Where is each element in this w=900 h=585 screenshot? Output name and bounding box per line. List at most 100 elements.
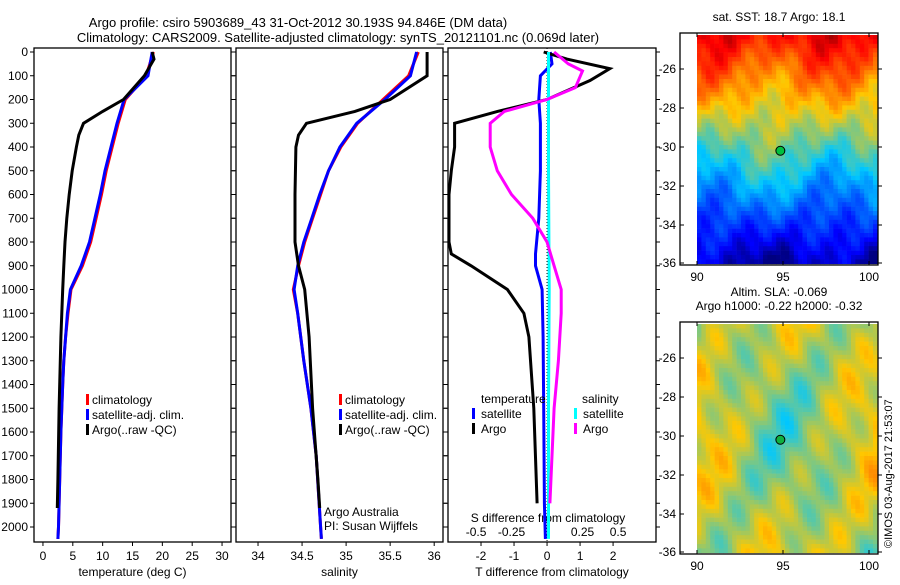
map-cell <box>780 105 786 111</box>
map-cell <box>736 92 742 97</box>
map-cell <box>815 131 821 137</box>
map-cell <box>807 70 812 75</box>
map-cell <box>763 109 768 115</box>
map-cell <box>833 482 839 488</box>
map-cell <box>705 495 711 501</box>
map-cell <box>741 79 746 84</box>
map-cell <box>780 52 786 58</box>
map-cell <box>811 105 817 111</box>
map-cell <box>749 500 755 505</box>
map-cell <box>710 211 715 216</box>
map-cell <box>771 96 777 102</box>
map-cell <box>741 118 746 124</box>
map-cell <box>741 255 746 260</box>
map-cell <box>754 548 759 554</box>
map-cell <box>727 149 733 155</box>
map-cell <box>754 434 759 439</box>
map-cell <box>859 255 865 260</box>
map-cell <box>829 79 834 84</box>
map-cell <box>851 346 856 351</box>
map-cell <box>749 241 755 247</box>
map-cell <box>727 394 733 400</box>
map-cell <box>820 478 825 483</box>
map-cell <box>736 35 742 40</box>
map-cell <box>754 184 759 190</box>
map-cell <box>705 346 711 351</box>
map-cell <box>732 79 737 84</box>
map-cell <box>754 469 759 474</box>
map-cell <box>846 420 852 426</box>
map-cell <box>705 101 711 106</box>
map-cell <box>833 202 839 207</box>
map-cell <box>727 202 733 207</box>
map-cell <box>736 153 742 159</box>
map-cell <box>776 158 781 163</box>
map-cell <box>807 332 812 338</box>
map-cell <box>719 215 724 221</box>
map-cell <box>758 346 764 351</box>
map-cell <box>851 434 856 439</box>
map-cell <box>754 101 759 106</box>
map-cell <box>793 83 799 89</box>
map-cell <box>829 337 834 342</box>
x-tick-label: 95 <box>776 270 790 284</box>
map-cell <box>793 526 799 532</box>
map-cell <box>697 92 702 97</box>
x-tick-label: 0 <box>40 549 47 563</box>
map-cell <box>732 197 737 203</box>
map-cell <box>793 171 799 177</box>
map-cell <box>736 390 742 395</box>
map-cell <box>798 35 803 40</box>
map-cell <box>824 346 830 351</box>
map-cell <box>710 491 715 496</box>
map-cell <box>723 491 729 496</box>
map-cell <box>789 140 795 146</box>
map-cell <box>785 250 790 256</box>
map-cell <box>758 337 764 342</box>
map-cell <box>815 35 821 40</box>
map-cell <box>749 337 755 342</box>
map-cell <box>802 530 808 536</box>
map-cell <box>802 233 808 238</box>
map-cell <box>745 246 751 251</box>
map-cell <box>793 398 799 404</box>
map-cell <box>793 438 799 444</box>
map-cell <box>824 482 830 488</box>
map-cell <box>710 43 715 49</box>
map-cell <box>855 255 861 260</box>
map-cell <box>732 420 737 426</box>
map-cell <box>807 425 812 430</box>
map-cell <box>749 332 755 338</box>
map-cell <box>802 469 808 474</box>
map-cell <box>820 211 825 216</box>
map-cell <box>873 451 878 457</box>
map-cell <box>727 193 733 199</box>
map-cell <box>758 341 764 347</box>
map-cell <box>837 237 843 243</box>
map-cell <box>710 372 715 378</box>
map-cell <box>697 206 702 212</box>
map-cell <box>815 473 821 479</box>
map-cell <box>767 237 773 243</box>
map-cell <box>802 412 808 417</box>
map-cell <box>710 96 715 102</box>
map-cell <box>763 368 768 373</box>
map-cell <box>727 412 733 417</box>
map-cell <box>837 219 843 225</box>
map-cell <box>723 328 729 334</box>
map-cell <box>714 237 720 243</box>
map-cell <box>736 359 742 364</box>
map-cell <box>846 500 852 505</box>
map-cell <box>732 109 737 115</box>
map-cell <box>763 381 768 386</box>
map-cell <box>727 228 733 234</box>
map-cell <box>745 57 751 62</box>
map-cell <box>727 43 733 49</box>
map-cell <box>798 123 803 128</box>
map-cell <box>780 228 786 234</box>
map-cell <box>837 79 843 84</box>
map-cell <box>758 473 764 479</box>
map-cell <box>846 43 852 49</box>
map-cell <box>859 394 865 400</box>
map-cell <box>868 57 874 62</box>
